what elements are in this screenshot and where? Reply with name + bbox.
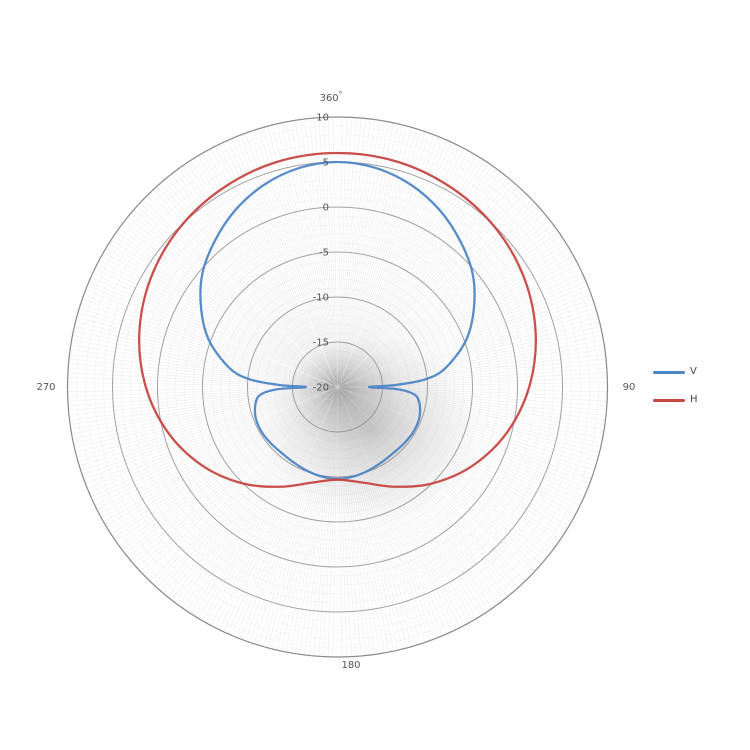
angular-tick-label: 360° — [320, 90, 343, 104]
radial-tick-label: -20 — [313, 383, 329, 394]
legend: V H — [653, 363, 698, 419]
legend-item-v: V — [653, 363, 698, 381]
legend-label-v: V — [690, 366, 697, 377]
legend-line-v — [653, 370, 685, 374]
center-density-core — [285, 340, 405, 450]
angular-tick-label: 270 — [36, 382, 55, 393]
major-ring — [157, 206, 518, 568]
radial-tick-label: 5 — [323, 158, 329, 169]
outer-ring — [66, 116, 609, 658]
major-ring — [202, 251, 473, 523]
major-ring — [247, 296, 428, 478]
legend-line-h — [653, 398, 685, 402]
legend-item-h: H — [653, 391, 698, 409]
radial-tick-label: -5 — [319, 248, 329, 259]
radial-tick-label: -15 — [313, 338, 329, 349]
angular-tick-label: 90 — [623, 382, 636, 393]
series-curve-h — [138, 151, 537, 488]
radial-tick-label: 0 — [323, 203, 329, 214]
radial-tick-label: 10 — [316, 113, 329, 124]
angular-tick-label: 180 — [341, 660, 360, 671]
legend-label-h: H — [690, 394, 698, 405]
radial-tick-label: -10 — [313, 293, 329, 304]
